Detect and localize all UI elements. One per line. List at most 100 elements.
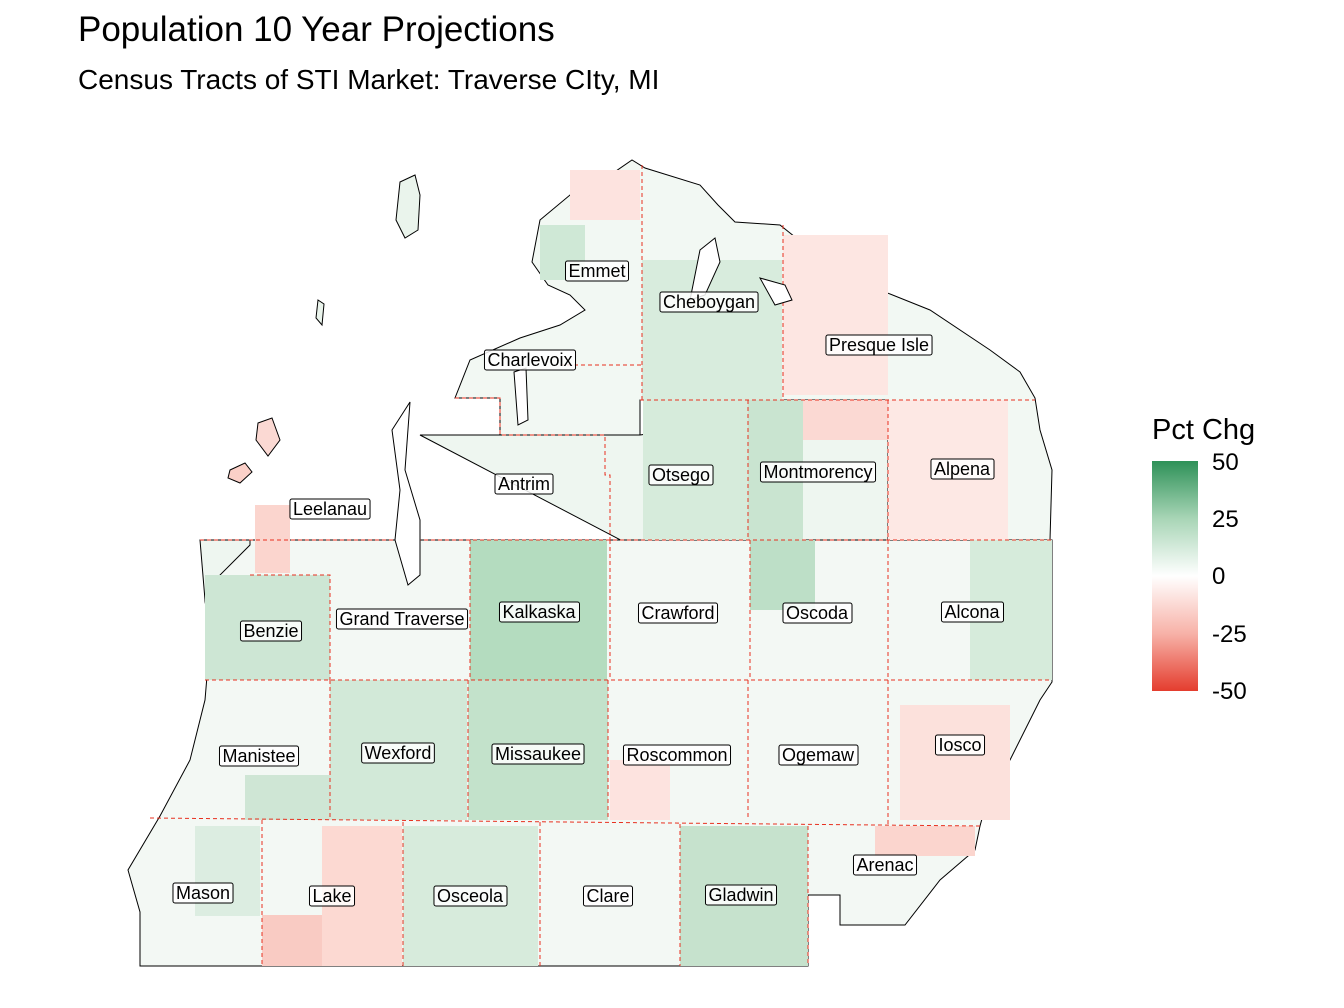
tract-patch [262, 915, 322, 966]
county-label-wexford: Wexford [361, 742, 435, 764]
label-box [704, 884, 778, 906]
county-label-alpena: Alpena [930, 458, 995, 480]
county-name: Wexford [365, 743, 432, 763]
county-name: Lake [312, 886, 351, 906]
county-label-otsego: Otsego [648, 464, 714, 486]
county-name: Leelanau [293, 499, 367, 519]
county-label-alcona: Alcona [940, 601, 1005, 623]
county-name: Presque Isle [829, 335, 929, 355]
county-border [250, 574, 331, 680]
tract-patch [610, 760, 670, 820]
legend-tick-label: 25 [1212, 506, 1239, 533]
legend-tick-label: 0 [1212, 563, 1226, 590]
label-box [825, 334, 933, 356]
county-name: Roscommon [626, 745, 727, 765]
label-box [648, 464, 714, 486]
county-label-charlevoix: Charlevoix [483, 349, 577, 371]
county-label-iosco: Iosco [934, 734, 986, 756]
label-box [172, 882, 234, 904]
bay [391, 401, 421, 586]
island [395, 174, 421, 239]
county-label-cheboygan: Cheboygan [659, 291, 759, 313]
county-label-emmet: Emmet [564, 260, 630, 282]
label-box [637, 602, 719, 624]
county-borders [149, 165, 1052, 966]
county-label-ogemaw: Ogemaw [778, 744, 859, 766]
county-label-roscommon: Roscommon [622, 744, 732, 766]
county-label-benzie: Benzie [239, 620, 303, 642]
label-box [622, 744, 732, 766]
county-label-mason: Mason [172, 882, 234, 904]
county-labels: Emmet Cheboygan Presque Isle Charlevoix Antr… [172, 260, 1005, 907]
label-box [934, 734, 986, 756]
county-name: Cheboygan [663, 292, 755, 312]
county-label-lake: Lake [308, 885, 356, 907]
county-name: Grand Traverse [339, 609, 464, 629]
label-box [218, 745, 300, 767]
county-name: Alpena [934, 459, 991, 479]
label-box [930, 458, 995, 480]
county-label-crawford: Crawford [637, 602, 719, 624]
label-box [361, 742, 435, 764]
county-label-kalkaska: Kalkaska [498, 601, 581, 623]
label-box [778, 744, 859, 766]
chart-title: Population 10 Year Projections [78, 10, 555, 49]
chart-subtitle: Census Tracts of STI Market: Traverse CI… [78, 64, 660, 95]
label-box [582, 885, 634, 907]
tract-patch [783, 235, 888, 395]
label-box [491, 743, 585, 765]
legend-title: Pct Chg [1152, 414, 1256, 446]
county-name: Missaukee [495, 744, 581, 764]
county-label-grand-traverse: Grand Traverse [335, 608, 469, 630]
legend-tick-label: -25 [1212, 621, 1247, 648]
label-box [494, 473, 554, 495]
tract-patch [570, 170, 640, 220]
county-name: Oscoda [786, 603, 849, 623]
legend-colorbar [1152, 461, 1198, 691]
county-label-antrim: Antrim [494, 473, 554, 495]
label-box [564, 260, 630, 282]
county-name: Mason [176, 883, 230, 903]
county-name: Alcona [944, 602, 1000, 622]
label-box [759, 461, 877, 483]
label-box [335, 608, 469, 630]
label-box [782, 602, 853, 624]
legend-tick-label: -50 [1212, 678, 1247, 705]
tract-patch [245, 775, 330, 820]
county-label-manistee: Manistee [218, 745, 300, 767]
county-label-montmorency: Montmorency [759, 461, 877, 483]
label-box [289, 498, 371, 520]
lake [758, 277, 793, 306]
county-border [455, 397, 611, 540]
county-label-leelanau: Leelanau [289, 498, 371, 520]
island [315, 299, 325, 327]
county-label-missaukee: Missaukee [491, 743, 585, 765]
label-box [498, 601, 581, 623]
county-name: Arenac [856, 855, 913, 875]
legend-tick-label: 50 [1212, 449, 1239, 476]
county-label-arenac: Arenac [852, 854, 918, 876]
label-box [239, 620, 303, 642]
county-name: Ogemaw [782, 745, 855, 765]
islands [227, 174, 421, 484]
county-name: Charlevoix [487, 350, 572, 370]
county-name: Gladwin [708, 885, 773, 905]
county-border [149, 817, 981, 827]
label-box [852, 854, 918, 876]
label-box [308, 885, 356, 907]
county-label-clare: Clare [582, 885, 634, 907]
county-name: Emmet [568, 261, 625, 281]
county-name: Crawford [641, 603, 714, 623]
county-name: Iosco [938, 735, 981, 755]
label-box [483, 349, 577, 371]
county-name: Clare [586, 886, 629, 906]
tract-patch [750, 540, 815, 610]
tract-patch [900, 705, 1010, 820]
county-name: Antrim [498, 474, 550, 494]
tract-patch [875, 826, 975, 856]
county-label-presque-isle: Presque Isle [825, 334, 933, 356]
tract-patch [642, 260, 782, 400]
county-name: Kalkaska [502, 602, 576, 622]
county-name: Manistee [222, 746, 295, 766]
